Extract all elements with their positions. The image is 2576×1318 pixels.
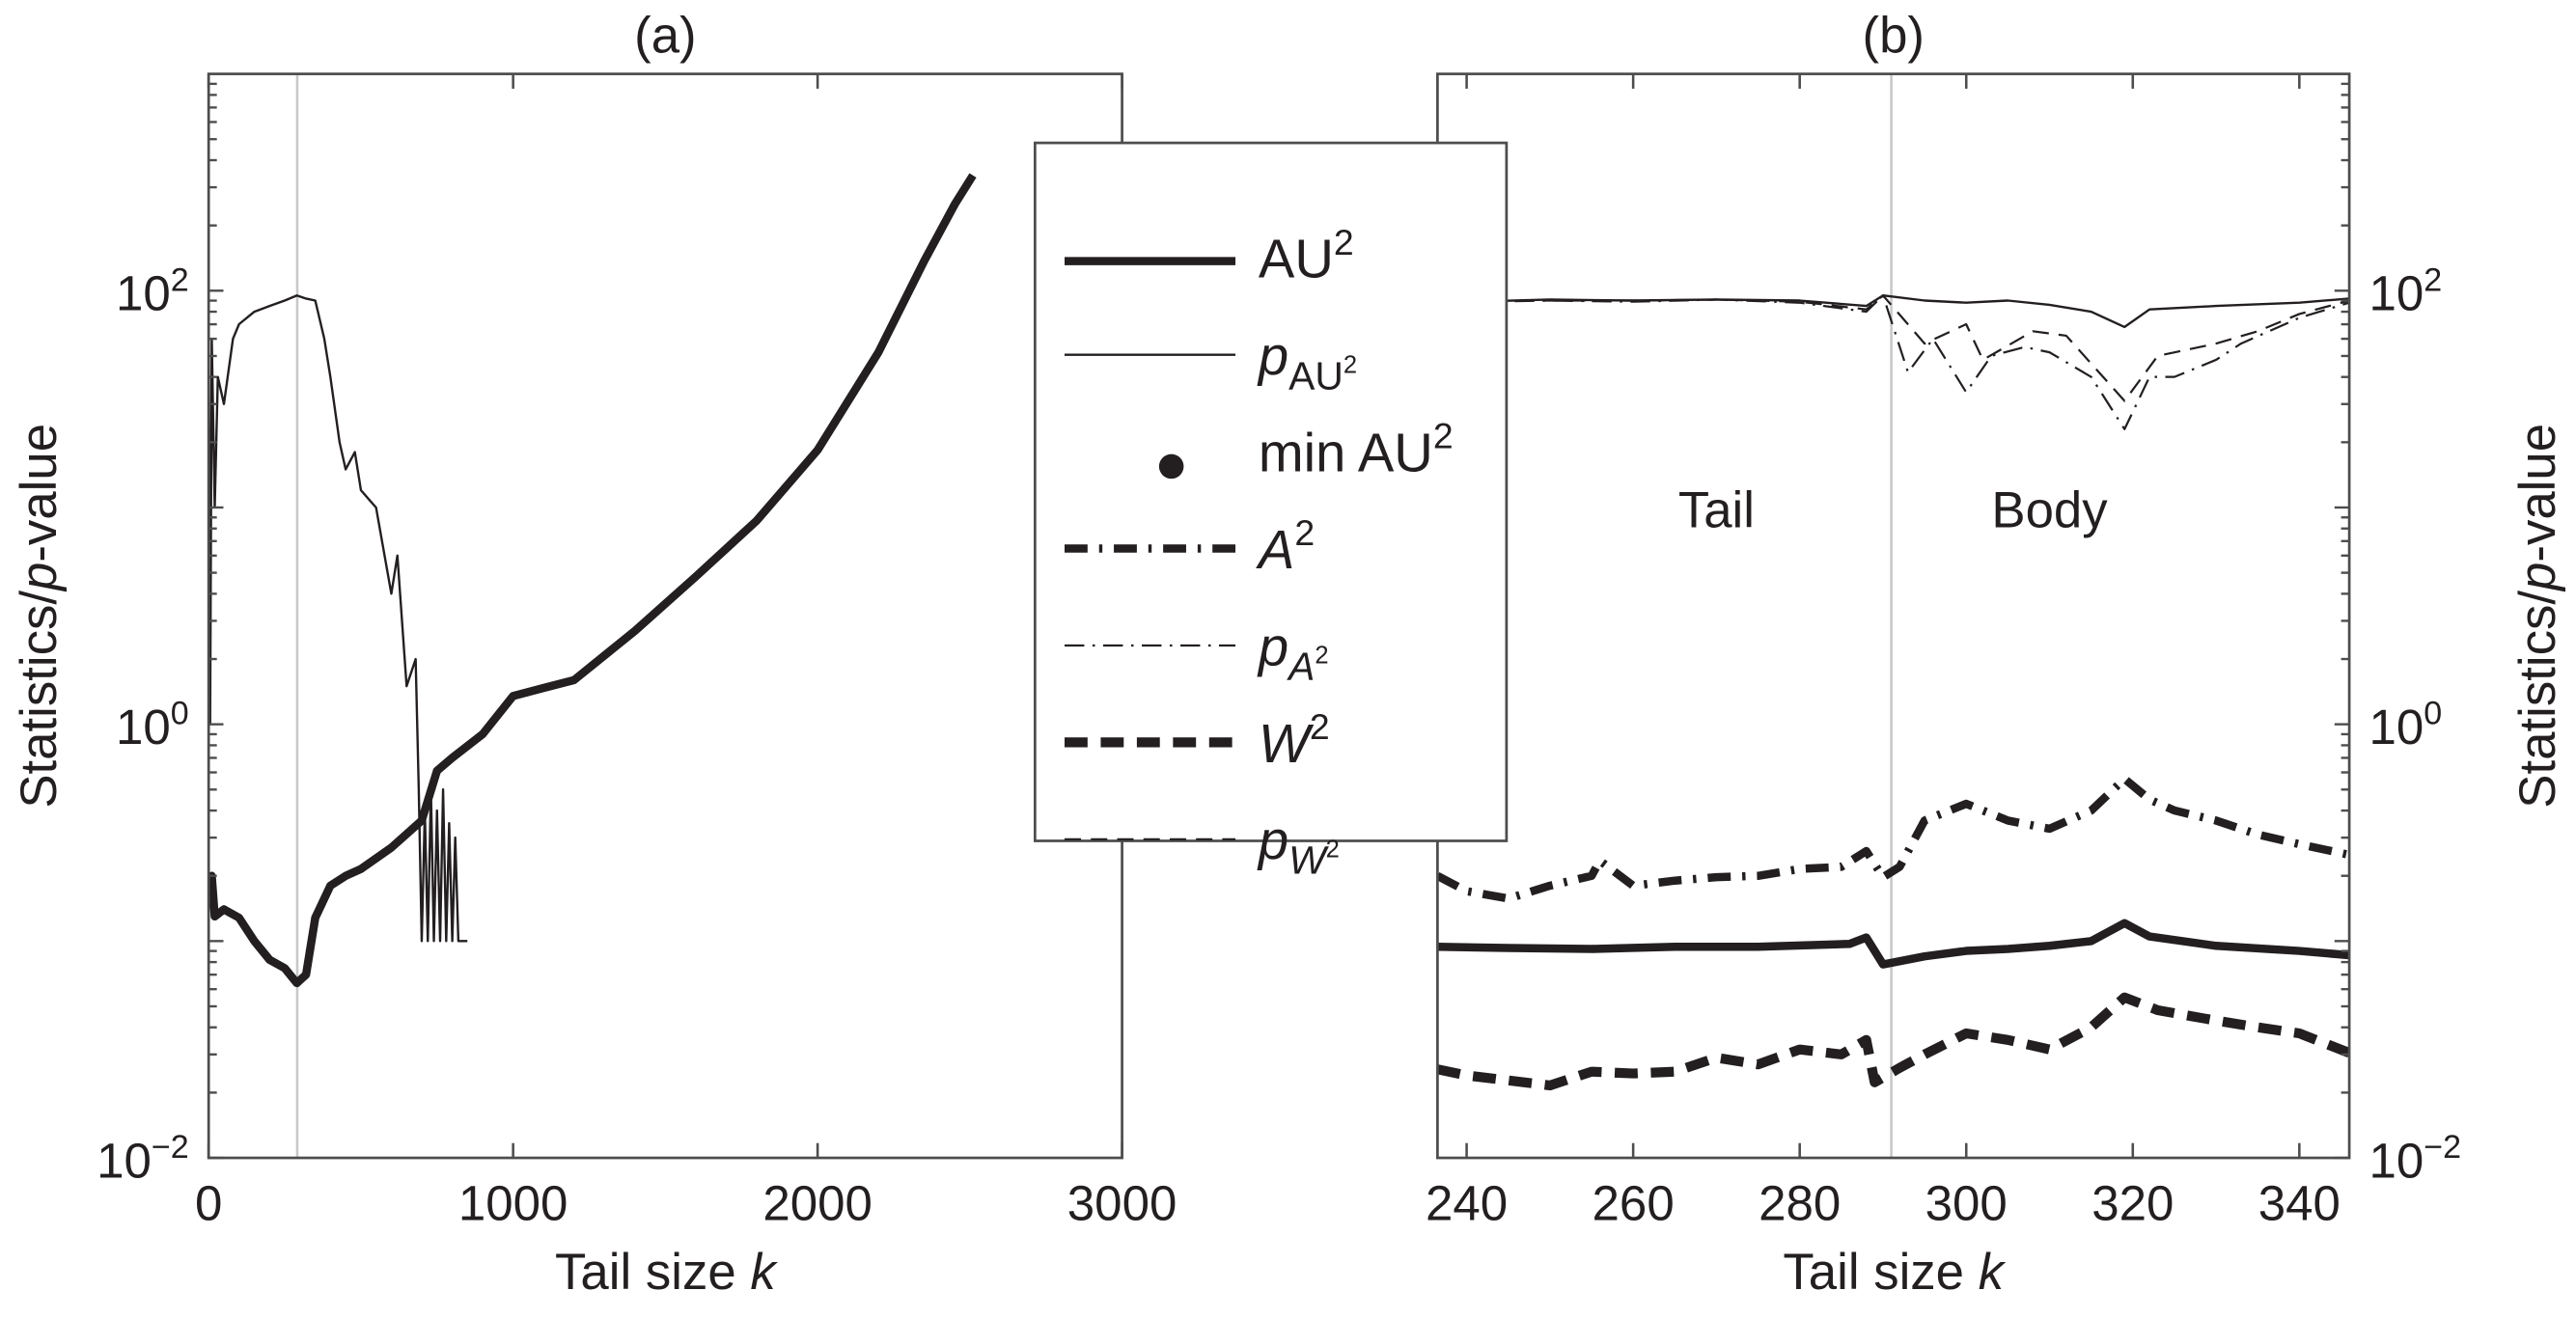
series-AU2 [1437, 919, 2350, 969]
y-tick-label: 102 [116, 261, 189, 320]
series-A2 [1437, 774, 2350, 903]
y-tick-base: 10 [97, 1133, 152, 1188]
y-tick-base: 10 [116, 700, 171, 755]
x-tick-label: 0 [195, 1176, 222, 1231]
y-tick-base: 10 [116, 266, 171, 321]
y-tick-base: 10 [2369, 1133, 2424, 1188]
y-axis-label-rest: -value [11, 424, 68, 563]
x-tick-label: 240 [1426, 1176, 1508, 1231]
legend-label-sub: A [1286, 645, 1315, 689]
legend-label-pW2: pW2 [1257, 810, 1340, 882]
y-tick-exponent: 2 [171, 261, 189, 298]
x-tick-label: 3000 [1067, 1176, 1177, 1231]
y-tick-label: 100 [2369, 696, 2443, 755]
y-axis-label-variable: p [11, 563, 68, 592]
x-tick-label: 260 [1593, 1176, 1675, 1231]
legend-label-sub: AU [1288, 353, 1343, 398]
series-pW2 [1437, 294, 2350, 402]
legend-marker-minAU2 [1158, 453, 1184, 480]
legend-label-pAU2: pAU2 [1257, 325, 1357, 398]
x-tick-label: 340 [2258, 1176, 2341, 1231]
legend-label-AU2: AU2 [1259, 222, 1354, 289]
series-pA2 [1437, 294, 2350, 430]
y-axis-label: Statistics/p-value [11, 424, 68, 809]
x-tick-label: 320 [2091, 1176, 2174, 1231]
legend-label-pA2: pA2 [1257, 616, 1329, 688]
panel-title: (b) [1863, 7, 1925, 64]
x-axis-label: Tail size k [1783, 1244, 2006, 1301]
y-axis-label-text: Statistics/ [2509, 590, 2566, 809]
legend-label-sub-sup: 2 [1343, 351, 1357, 378]
legend-label-sup: 2 [1294, 512, 1315, 553]
y-axis-label-rest: -value [2509, 424, 2566, 563]
legend-label-sup: 2 [1433, 416, 1454, 456]
legend-label-sub-sup: 2 [1326, 837, 1340, 864]
y-tick-label: 100 [116, 696, 189, 755]
y-tick-exponent: 0 [2424, 696, 2442, 732]
x-axis-label-variable: k [750, 1244, 778, 1301]
series-pAU2 [208, 294, 468, 943]
legend-label-text: min AU [1259, 423, 1433, 483]
y-axis-label-variable: p [2509, 563, 2566, 592]
legend-label-text: p [1257, 325, 1288, 386]
legend-label-A2: A2 [1256, 512, 1315, 580]
y-tick-exponent: 0 [171, 696, 189, 732]
series-AU2 [208, 173, 977, 988]
legend-label-sub-sup: 2 [1315, 643, 1328, 670]
legend-label-minAU2: min AU2 [1259, 416, 1454, 483]
legend-label-text: p [1257, 810, 1288, 870]
y-axis-label: Statistics/p-value [2509, 424, 2566, 809]
series-W2 [1437, 992, 2350, 1091]
x-axis-label: Tail size k [555, 1244, 778, 1301]
legend-label-sup: 2 [1310, 706, 1330, 747]
x-axis-label-text: Tail size [1783, 1244, 1978, 1301]
legend-label-sup: 2 [1334, 222, 1354, 262]
y-tick-label: 102 [2369, 261, 2443, 320]
axes-box [207, 72, 1123, 1160]
y-tick-exponent: 2 [2424, 261, 2442, 298]
legend-label-text: W [1259, 713, 1315, 774]
annotation-tail: Tail [1678, 481, 1755, 538]
y-tick-exponent: −2 [2424, 1129, 2461, 1166]
x-tick-label: 1000 [458, 1176, 568, 1231]
y-tick-base: 10 [2369, 700, 2424, 755]
y-tick-label: 10−2 [97, 1129, 189, 1188]
legend-label-text: AU [1259, 229, 1334, 289]
y-axis-label-text: Statistics/ [11, 590, 68, 809]
x-tick-label: 300 [1925, 1176, 2008, 1231]
panel-title: (a) [634, 7, 696, 64]
y-tick-base: 10 [2369, 266, 2424, 321]
annotation-body: Body [1991, 481, 2108, 538]
legend-label-W2: W2 [1259, 706, 1330, 774]
x-axis-label-text: Tail size [555, 1244, 750, 1301]
x-axis-label-variable: k [1979, 1244, 2007, 1301]
y-tick-exponent: −2 [152, 1129, 189, 1166]
x-tick-label: 280 [1759, 1176, 1841, 1231]
legend-label-text: p [1257, 616, 1288, 676]
legend-label-sub: W [1288, 838, 1329, 883]
y-tick-label: 10−2 [2369, 1129, 2462, 1188]
x-tick-label: 2000 [762, 1176, 873, 1231]
legend-label-text: A [1256, 519, 1294, 580]
axes-box [1436, 72, 2351, 1160]
